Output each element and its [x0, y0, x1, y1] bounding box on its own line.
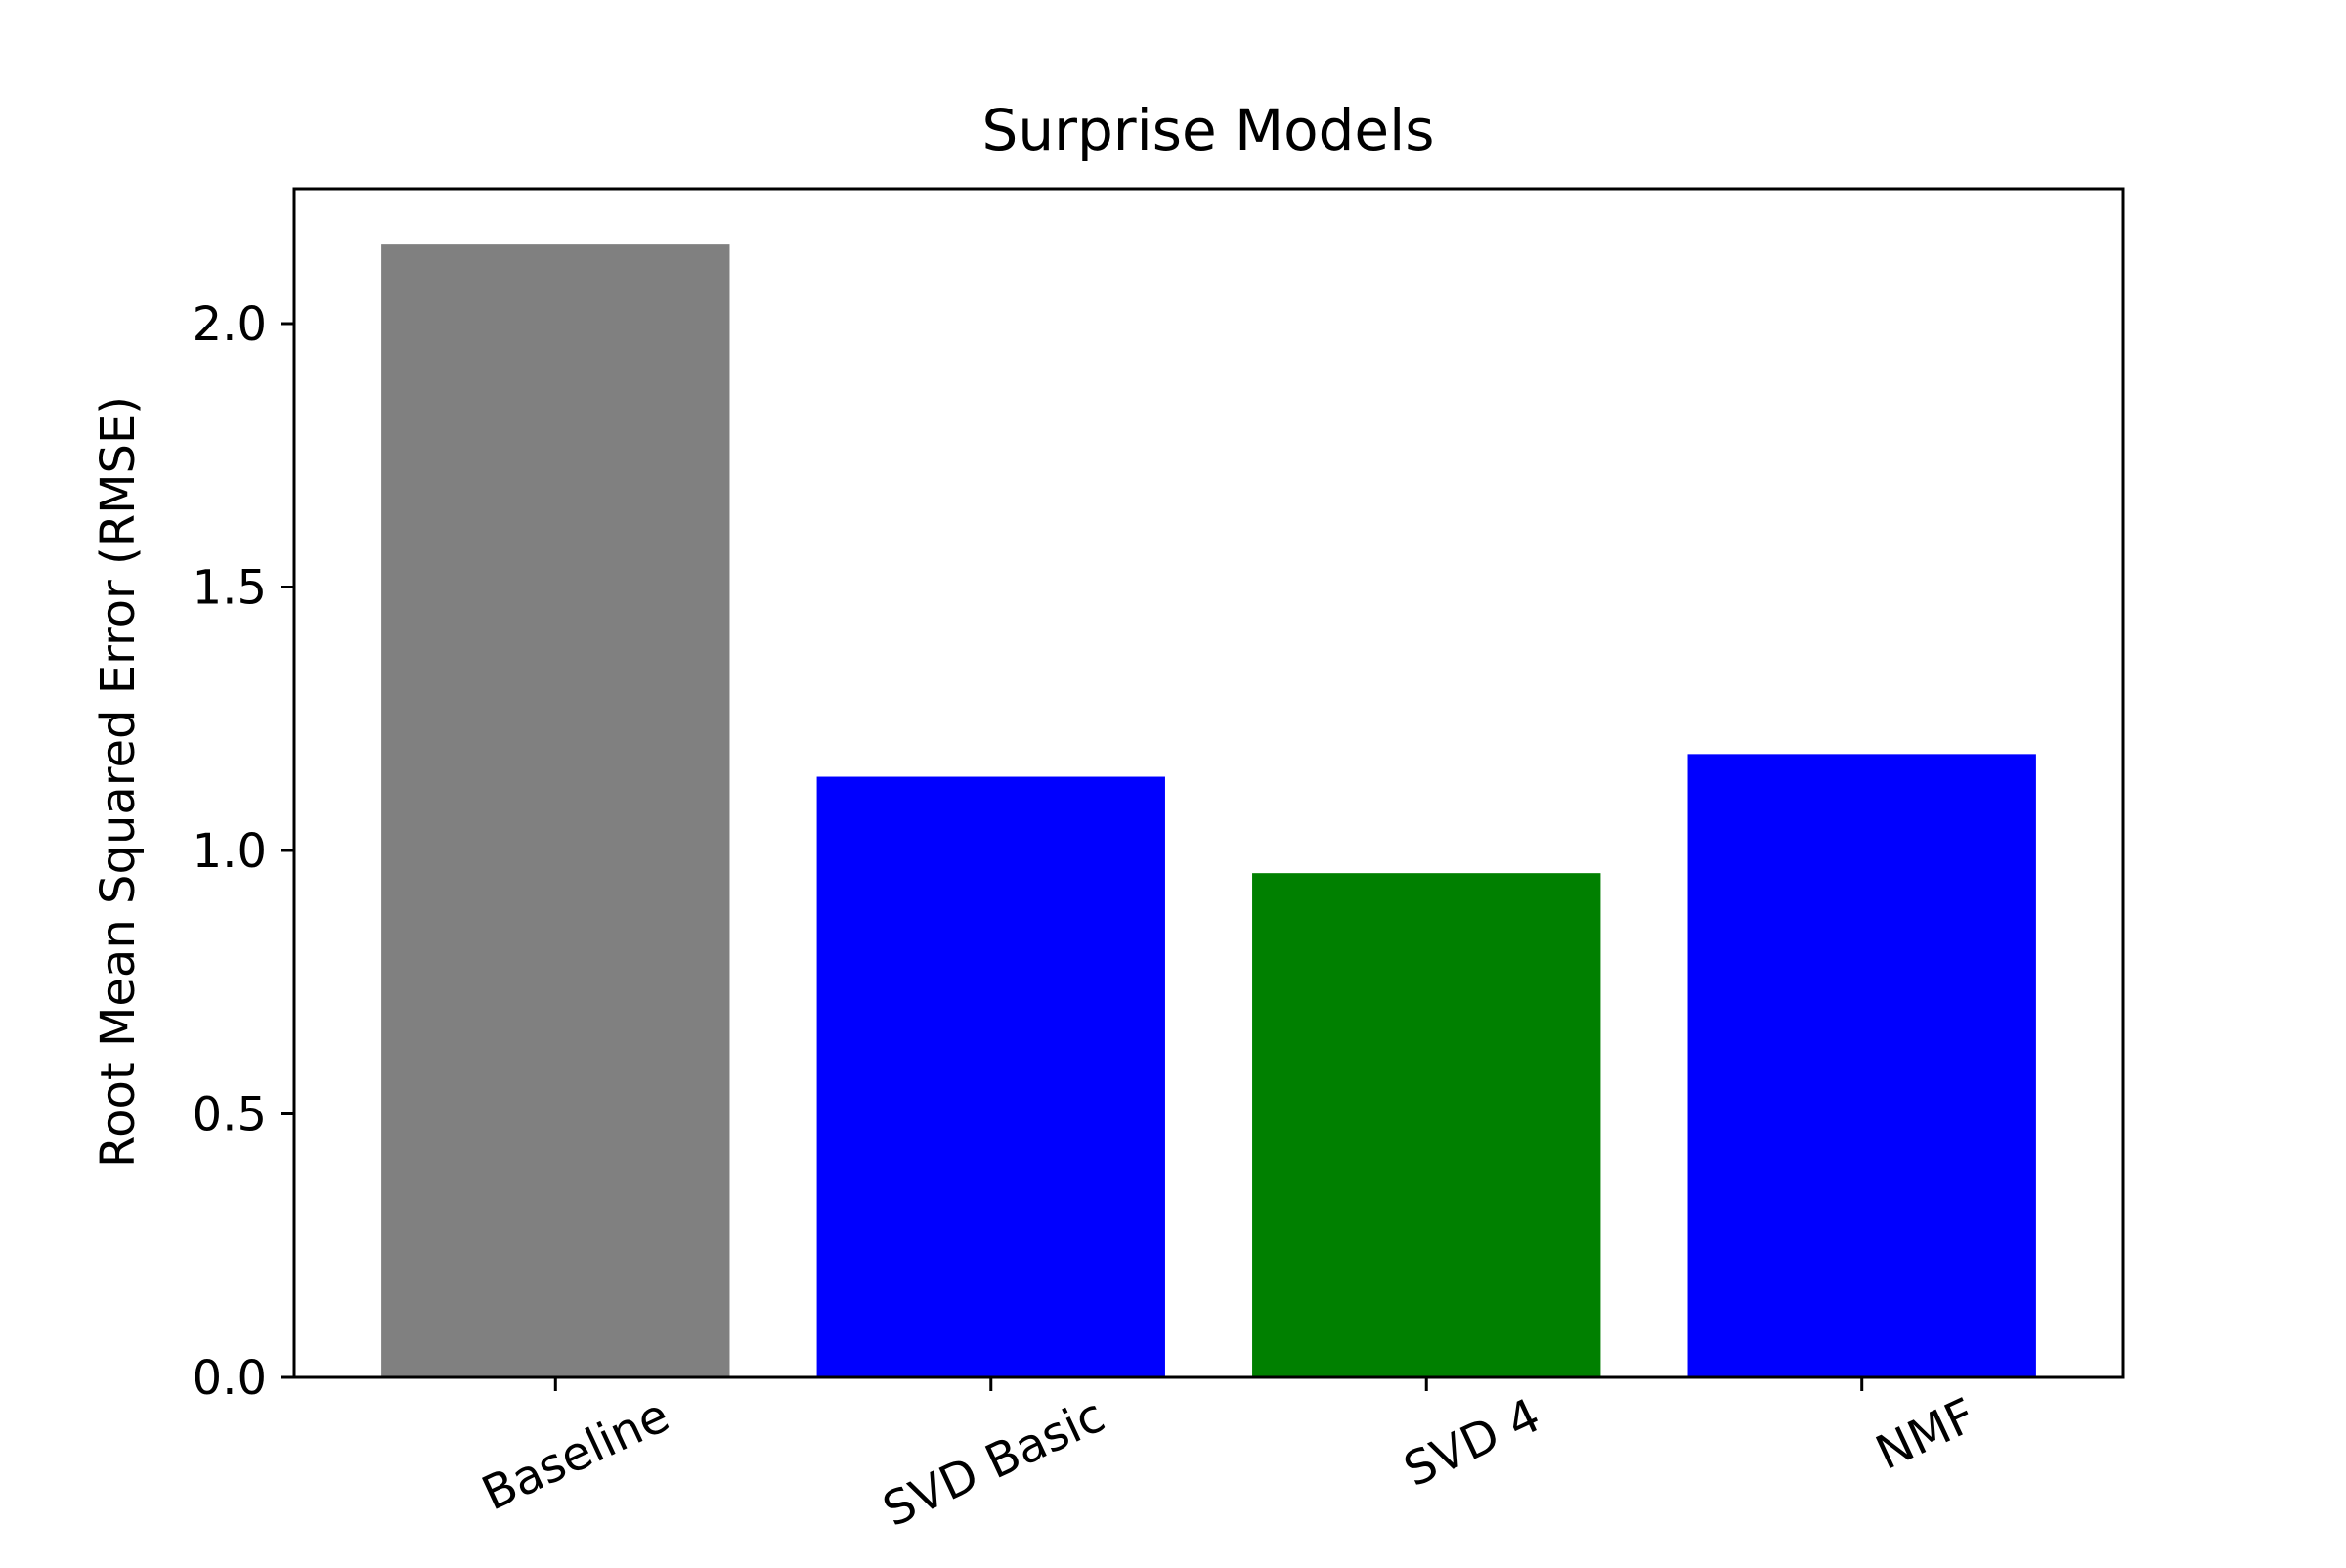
y-axis: 0.0 0.5 1.0 1.5 2.0: [193, 297, 294, 1406]
x-tick-label: SVD Basic: [875, 1388, 1113, 1538]
y-tick-label: 0.0: [193, 1351, 267, 1406]
y-tick-label: 1.0: [193, 824, 267, 879]
bar-svd-basic: [816, 776, 1165, 1377]
x-tick-label: Baseline: [474, 1388, 677, 1522]
bars-layer: [381, 244, 2036, 1377]
y-tick-label: 1.5: [193, 560, 267, 615]
x-tick-label: NMF: [1868, 1388, 1984, 1481]
bar-nmf: [1687, 754, 2036, 1377]
plot-area-frame: [292, 187, 2125, 1379]
y-axis-label: Root Mean Squared Error (RMSE): [91, 396, 146, 1168]
x-axis: Baseline SVD Basic SVD 4 NMF: [474, 1377, 1984, 1538]
y-tick-label: 2.0: [193, 297, 267, 352]
y-tick-label: 0.5: [193, 1087, 267, 1142]
x-tick-label: SVD 4: [1396, 1388, 1548, 1498]
bar-svd-4: [1252, 873, 1601, 1377]
chart-title: Surprise Models: [982, 97, 1435, 163]
bar-baseline: [381, 244, 730, 1377]
